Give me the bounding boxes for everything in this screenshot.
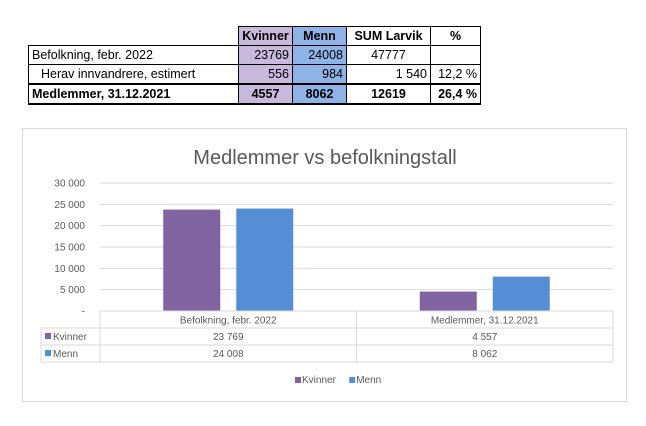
- y-tick-label: 30 000: [54, 179, 85, 190]
- data-label: 24 008: [213, 349, 244, 360]
- y-tick-label: 20 000: [54, 221, 85, 232]
- cell-kvinner: 23769: [238, 45, 293, 65]
- table-header-row: Kvinner Menn SUM Larvik %: [29, 26, 481, 46]
- header-percent: %: [430, 26, 481, 46]
- header-sum: SUM Larvik: [346, 26, 431, 46]
- table-row: Befolkning, febr. 2022 23769 24008 47777: [28, 45, 481, 65]
- x-category-label: Befolkning, febr. 2022: [180, 316, 277, 327]
- cell-kvinner: 556: [238, 64, 293, 85]
- y-tick-label: 25 000: [54, 200, 85, 211]
- cell-menn: 984: [292, 64, 347, 85]
- data-label: 8 062: [472, 349, 497, 360]
- bar-kvinner: [419, 291, 477, 311]
- bar-chart: Medlemmer vs befolkningstall - 5 000 10 00…: [40, 147, 614, 386]
- data-label: 23 769: [213, 332, 244, 343]
- legend-key-kvinner: [295, 377, 301, 383]
- cell-kvinner: 4557: [238, 83, 293, 105]
- summary-table: Kvinner Menn SUM Larvik % Befolkning, fe…: [28, 26, 481, 105]
- bar-kvinner: [163, 209, 221, 311]
- header-empty: [29, 27, 239, 46]
- row-label: Medlemmer, 31.12.2021: [28, 83, 239, 105]
- table-row: Medlemmer, 31.12.2021 4557 8062 12619 26…: [28, 83, 481, 105]
- series-name: Menn: [53, 349, 78, 360]
- y-tick-label: 10 000: [54, 264, 85, 275]
- cell-sum: 1 540: [346, 64, 431, 85]
- x-category-label: Medlemmer, 31.12.2021: [431, 316, 539, 327]
- cell-percent: 12,2 %: [430, 64, 481, 85]
- y-tick-label: 5 000: [60, 285, 85, 296]
- cell-percent: 26,4 %: [430, 83, 481, 105]
- bar-menn: [492, 276, 550, 311]
- header-menn: Menn: [292, 26, 347, 46]
- legend-label: Kvinner: [302, 375, 337, 386]
- legend-key-menn: [349, 377, 356, 383]
- cell-percent: [430, 45, 481, 65]
- series-key-kvinner: [45, 333, 51, 339]
- bar-menn: [236, 208, 294, 311]
- series-key-menn: [45, 350, 51, 356]
- chart-title: Medlemmer vs befolkningstall: [193, 147, 456, 169]
- cell-menn: 8062: [292, 83, 347, 105]
- data-label: 4 557: [472, 332, 497, 343]
- series-name: Kvinner: [53, 332, 88, 343]
- cell-sum: 12619: [346, 83, 431, 105]
- row-label: Herav innvandrere, estimert: [28, 64, 239, 85]
- chart-frame: Medlemmer vs befolkningstall - 5 000 10 00…: [22, 128, 627, 402]
- legend-label: Menn: [356, 375, 381, 386]
- header-kvinner: Kvinner: [238, 26, 293, 46]
- cell-sum: 47777: [346, 45, 431, 65]
- y-tick-label: 15 000: [54, 243, 85, 254]
- cell-menn: 24008: [292, 45, 347, 65]
- row-label: Befolkning, febr. 2022: [28, 45, 239, 65]
- table-row: Herav innvandrere, estimert 556 984 1 54…: [28, 64, 481, 85]
- y-tick-label: -: [82, 307, 85, 318]
